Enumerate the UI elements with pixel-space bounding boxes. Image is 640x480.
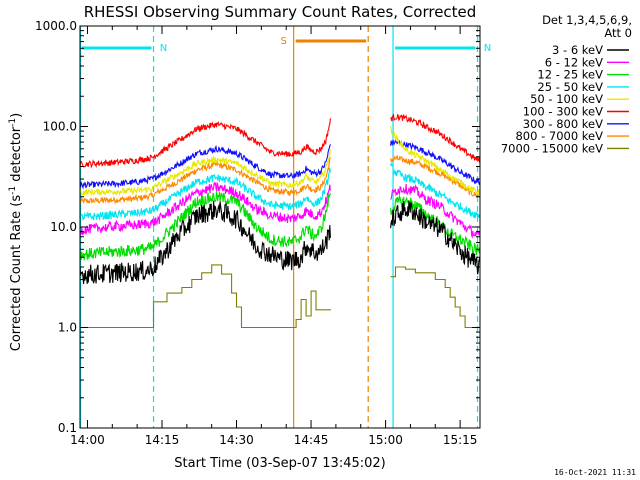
x-tick-label-5: 15:15: [443, 433, 478, 447]
series-line-5-segment-1: [390, 113, 481, 164]
legend-label-3: 25 - 50 keV: [537, 80, 603, 94]
y-axis-label: Corrected Count Rate (s-1 detector-1): [8, 113, 24, 351]
y-tick-label-1: 100.0: [43, 120, 77, 134]
series-line-4-segment-1: [390, 126, 481, 196]
x-tick-label-0: 14:00: [70, 433, 105, 447]
legend-label-8: 7000 - 15000 keV: [501, 141, 603, 155]
legend-label-2: 12 - 25 keV: [537, 68, 603, 82]
flag-label-s-2: S: [280, 36, 286, 47]
legend-label-4: 50 - 100 keV: [530, 92, 603, 106]
y-tick-label-4: 0.1: [58, 421, 77, 435]
series-line-8-segment-1: [390, 266, 480, 329]
x-tick-label-1: 14:15: [145, 433, 180, 447]
footer-timestamp: 16-Oct-2021 11:31: [554, 468, 636, 477]
y-tick-label-2: 10.0: [50, 220, 77, 234]
flag-label-n-1: N: [484, 43, 491, 54]
series-line-8-segment-0: [80, 264, 331, 329]
x-tick-label-3: 14:45: [294, 433, 329, 447]
x-axis-label: Start Time (03-Sep-07 13:45:02): [174, 456, 385, 471]
x-tick-label-2: 14:30: [219, 433, 254, 447]
x-tick-label-4: 15:00: [368, 433, 403, 447]
legend-label-1: 6 - 12 keV: [545, 55, 603, 69]
legend-label-5: 100 - 300 keV: [523, 105, 603, 119]
flag-label-n-0: N: [160, 43, 167, 54]
series-line-6-segment-0: [80, 144, 331, 190]
series-line-3-segment-1: [390, 161, 481, 219]
legend-header-line-2: Att 0: [604, 26, 632, 40]
legend-label-7: 800 - 7000 keV: [515, 129, 603, 143]
y-tick-label-0: 1000.0: [35, 19, 77, 33]
series-line-4-segment-0: [79, 149, 331, 197]
chart-title: RHESSI Observing Summary Count Rates, Co…: [84, 3, 477, 21]
series-line-6-segment-1: [390, 138, 481, 185]
legend-label-6: 300 - 800 keV: [523, 117, 603, 131]
y-tick-label-3: 1.0: [58, 321, 77, 335]
series-line-5-segment-0: [79, 118, 331, 169]
series-line-2-segment-0: [79, 190, 331, 261]
legend-header-line-1: Det 1,3,4,5,6,9,: [542, 13, 632, 27]
series-line-1-segment-1: [390, 183, 481, 239]
series-line-7-segment-1: [390, 154, 481, 198]
series-line-1-segment-0: [79, 181, 331, 236]
legend-label-0: 3 - 6 keV: [552, 43, 603, 57]
series-line-3-segment-0: [79, 167, 331, 222]
series-line-0-segment-1: [390, 200, 481, 275]
series-line-0-segment-0: [79, 200, 331, 285]
